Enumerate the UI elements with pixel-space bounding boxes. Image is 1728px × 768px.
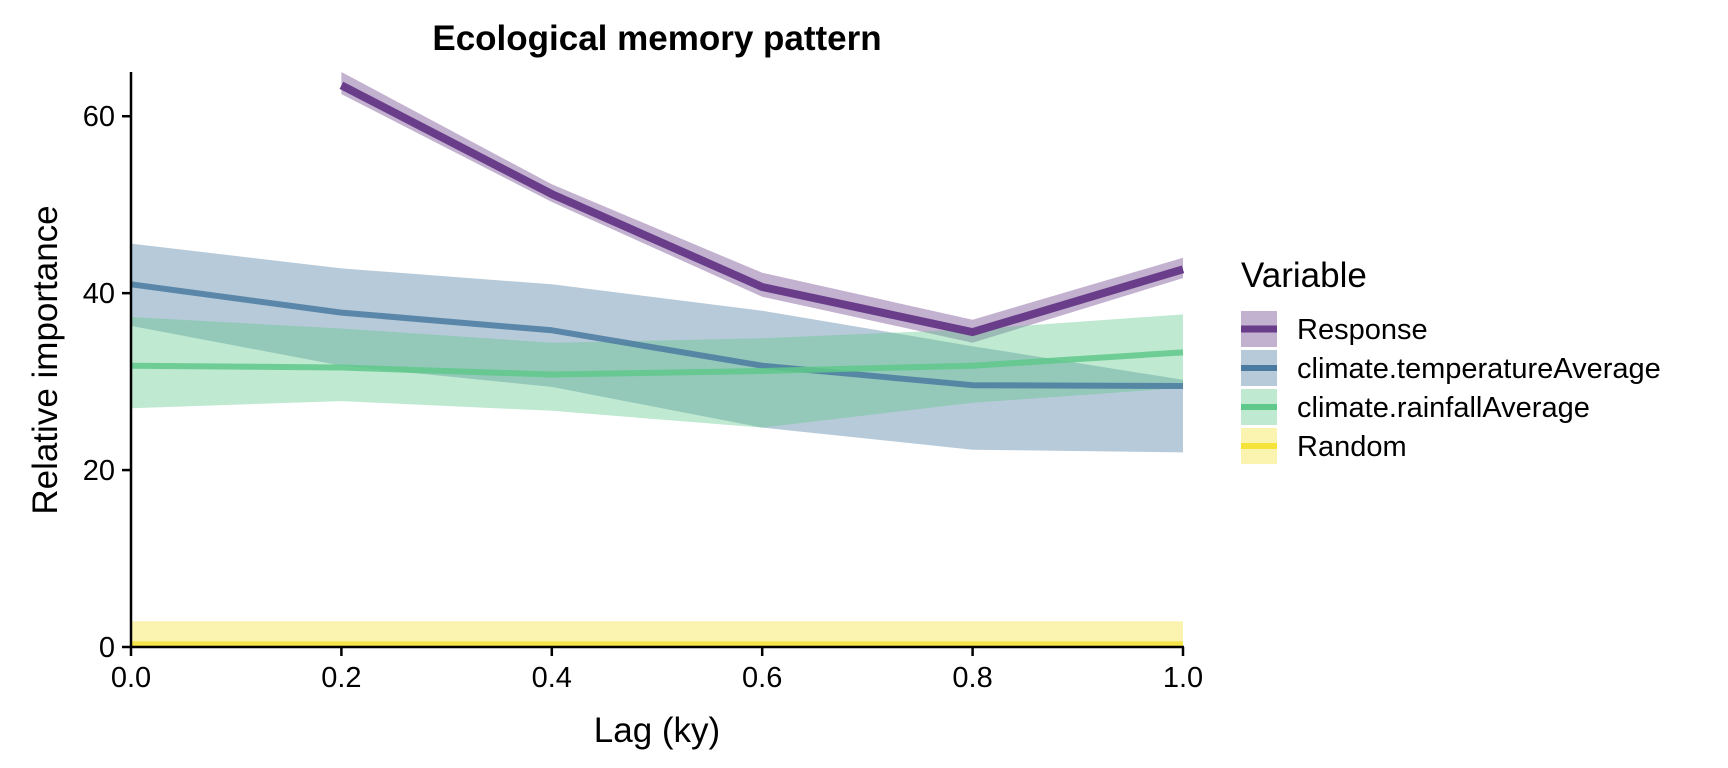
x-tick-label: 0.4 xyxy=(532,662,572,694)
x-tick-label: 0.8 xyxy=(952,662,992,694)
y-tick-label: 40 xyxy=(83,278,115,310)
legend-item-climate-rainfallaverage: climate.rainfallAverage xyxy=(1241,389,1590,425)
x-tick-label: 0.6 xyxy=(742,662,782,694)
y-axis-ticks: 0 20 40 60 xyxy=(83,101,131,664)
x-tick-label: 0.2 xyxy=(321,662,361,694)
x-tick-label: 0.0 xyxy=(111,662,151,694)
y-tick-label: 0 xyxy=(99,632,115,664)
line-climate-rainfallaverage xyxy=(130,349,1184,378)
legend-label: Random xyxy=(1297,431,1407,463)
legend-item-climate-temperatureaverage: climate.temperatureAverage xyxy=(1241,350,1661,386)
x-axis-title: Lag (ky) xyxy=(594,711,720,750)
legend-item-random: Random xyxy=(1241,428,1407,464)
line-response xyxy=(339,81,1185,337)
legend-label: Response xyxy=(1297,314,1428,346)
x-axis-ticks: 0.0 0.2 0.4 0.6 0.8 1.0 xyxy=(111,647,1203,694)
legend: Variable Response climate.temperatureAver… xyxy=(1241,256,1661,464)
legend-title: Variable xyxy=(1241,256,1367,295)
band-random xyxy=(131,621,1183,647)
y-tick-label: 20 xyxy=(83,455,115,487)
line-climate-temperatureaverage xyxy=(130,281,1184,389)
y-axis-title: Relative importance xyxy=(26,205,65,514)
y-tick-label: 60 xyxy=(83,101,115,133)
x-tick-label: 1.0 xyxy=(1163,662,1203,694)
legend-label: climate.temperatureAverage xyxy=(1297,353,1661,385)
chart-title: Ecological memory pattern xyxy=(432,19,881,58)
legend-label: climate.rainfallAverage xyxy=(1297,392,1590,424)
legend-item-response: Response xyxy=(1241,311,1428,347)
series-lines xyxy=(130,81,1185,648)
